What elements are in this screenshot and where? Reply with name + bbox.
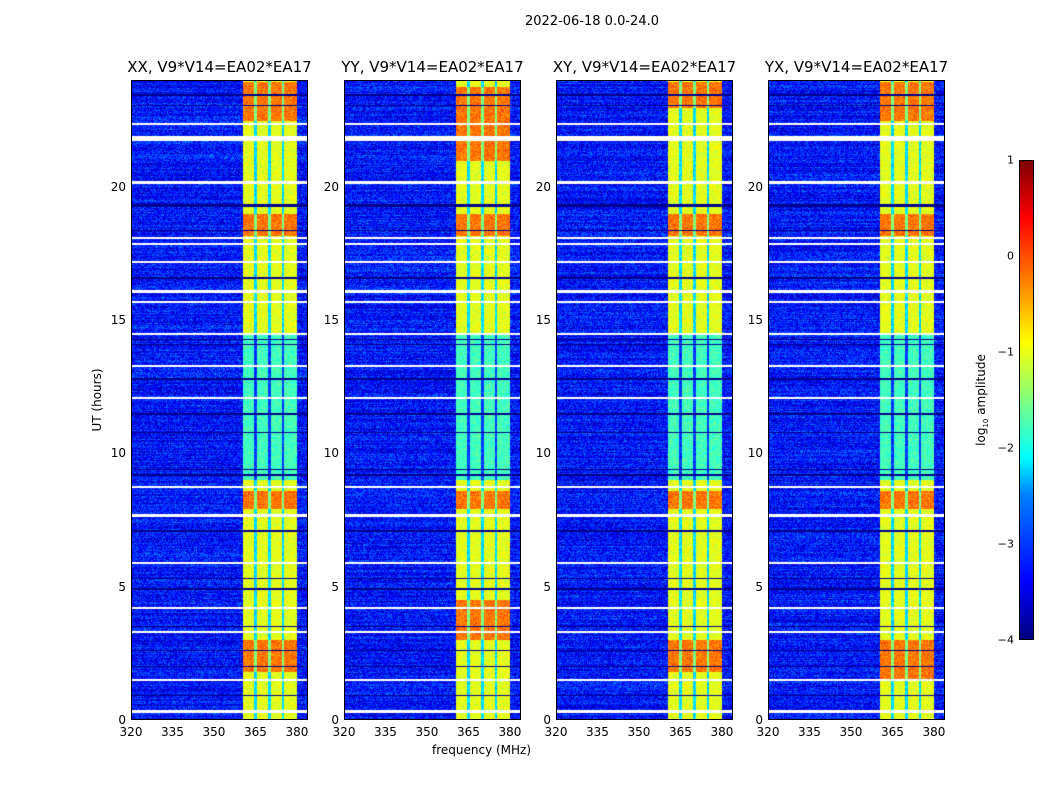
panel-title: XY, V9*V14=EA02*EA17 [552, 58, 737, 76]
x-tick-label: 380 [285, 725, 309, 739]
x-tick-label: 320 [544, 725, 568, 739]
x-axis-label: frequency (MHz) [432, 743, 532, 757]
colorbar-label: log10 amplitude [973, 354, 991, 446]
colorbar-tick-label: −3 [997, 537, 1014, 551]
heatmap-panel-0 [131, 80, 308, 720]
x-tick-label: 365 [881, 725, 904, 739]
y-tick-label: 10 [110, 446, 126, 461]
y-tick-label: 0 [543, 713, 551, 727]
heatmap-image [132, 81, 307, 719]
y-tick-label: 20 [535, 179, 551, 194]
y-tick-label: 5 [331, 579, 339, 594]
x-tick-label: 365 [669, 725, 692, 739]
y-tick-label: 10 [535, 446, 551, 461]
panel-title: YX, V9*V14=EA02*EA17 [764, 58, 949, 76]
y-tick-label: 15 [747, 313, 763, 327]
colorbar-tick-label: −2 [997, 441, 1014, 455]
y-tick-label: 20 [323, 179, 339, 194]
x-tick-label: 350 [202, 725, 226, 739]
panel-title: YY, V9*V14=EA02*EA17 [341, 58, 524, 76]
heatmap-panel-1 [344, 80, 521, 720]
y-tick-label: 5 [118, 579, 126, 594]
colorbar [1019, 160, 1034, 640]
y-tick-label: 5 [543, 579, 551, 594]
heatmap-image [557, 81, 732, 719]
colorbar-tick-label: 0 [1007, 249, 1014, 263]
x-tick-label: 380 [922, 725, 946, 739]
x-tick-label: 365 [457, 725, 480, 739]
y-axis-label: UT (hours) [90, 368, 104, 432]
y-tick-label: 0 [755, 713, 763, 727]
x-tick-label: 320 [756, 725, 780, 739]
x-tick-label: 335 [586, 725, 609, 739]
x-tick-label: 365 [244, 725, 267, 739]
colorbar-tick-label: 1 [1007, 153, 1014, 167]
heatmap-image [345, 81, 520, 719]
x-tick-label: 380 [498, 725, 522, 739]
x-tick-label: 320 [332, 725, 356, 739]
x-tick-label: 335 [161, 725, 184, 739]
panel-title: XX, V9*V14=EA02*EA17 [127, 58, 312, 76]
y-tick-label: 0 [118, 713, 126, 727]
x-tick-label: 350 [839, 725, 863, 739]
heatmap-panel-3 [768, 80, 945, 720]
heatmap-image [769, 81, 944, 719]
y-tick-label: 10 [747, 446, 763, 461]
y-tick-label: 5 [755, 579, 763, 594]
colorbar-tick-label: −1 [997, 345, 1014, 359]
y-tick-label: 15 [110, 313, 126, 327]
y-tick-label: 0 [331, 713, 339, 727]
x-tick-label: 350 [627, 725, 651, 739]
y-tick-label: 15 [323, 313, 339, 327]
y-tick-label: 15 [535, 313, 551, 327]
heatmap-panel-2 [556, 80, 733, 720]
x-tick-label: 320 [119, 725, 143, 739]
y-tick-label: 20 [747, 179, 763, 194]
colorbar-tick-label: −4 [997, 633, 1014, 647]
y-tick-label: 10 [323, 446, 339, 461]
figure-title: 2022-06-18 0.0-24.0 [525, 14, 659, 29]
x-tick-label: 380 [710, 725, 734, 739]
y-tick-label: 20 [110, 179, 126, 194]
x-tick-label: 335 [374, 725, 397, 739]
x-tick-label: 350 [415, 725, 439, 739]
x-tick-label: 335 [798, 725, 821, 739]
